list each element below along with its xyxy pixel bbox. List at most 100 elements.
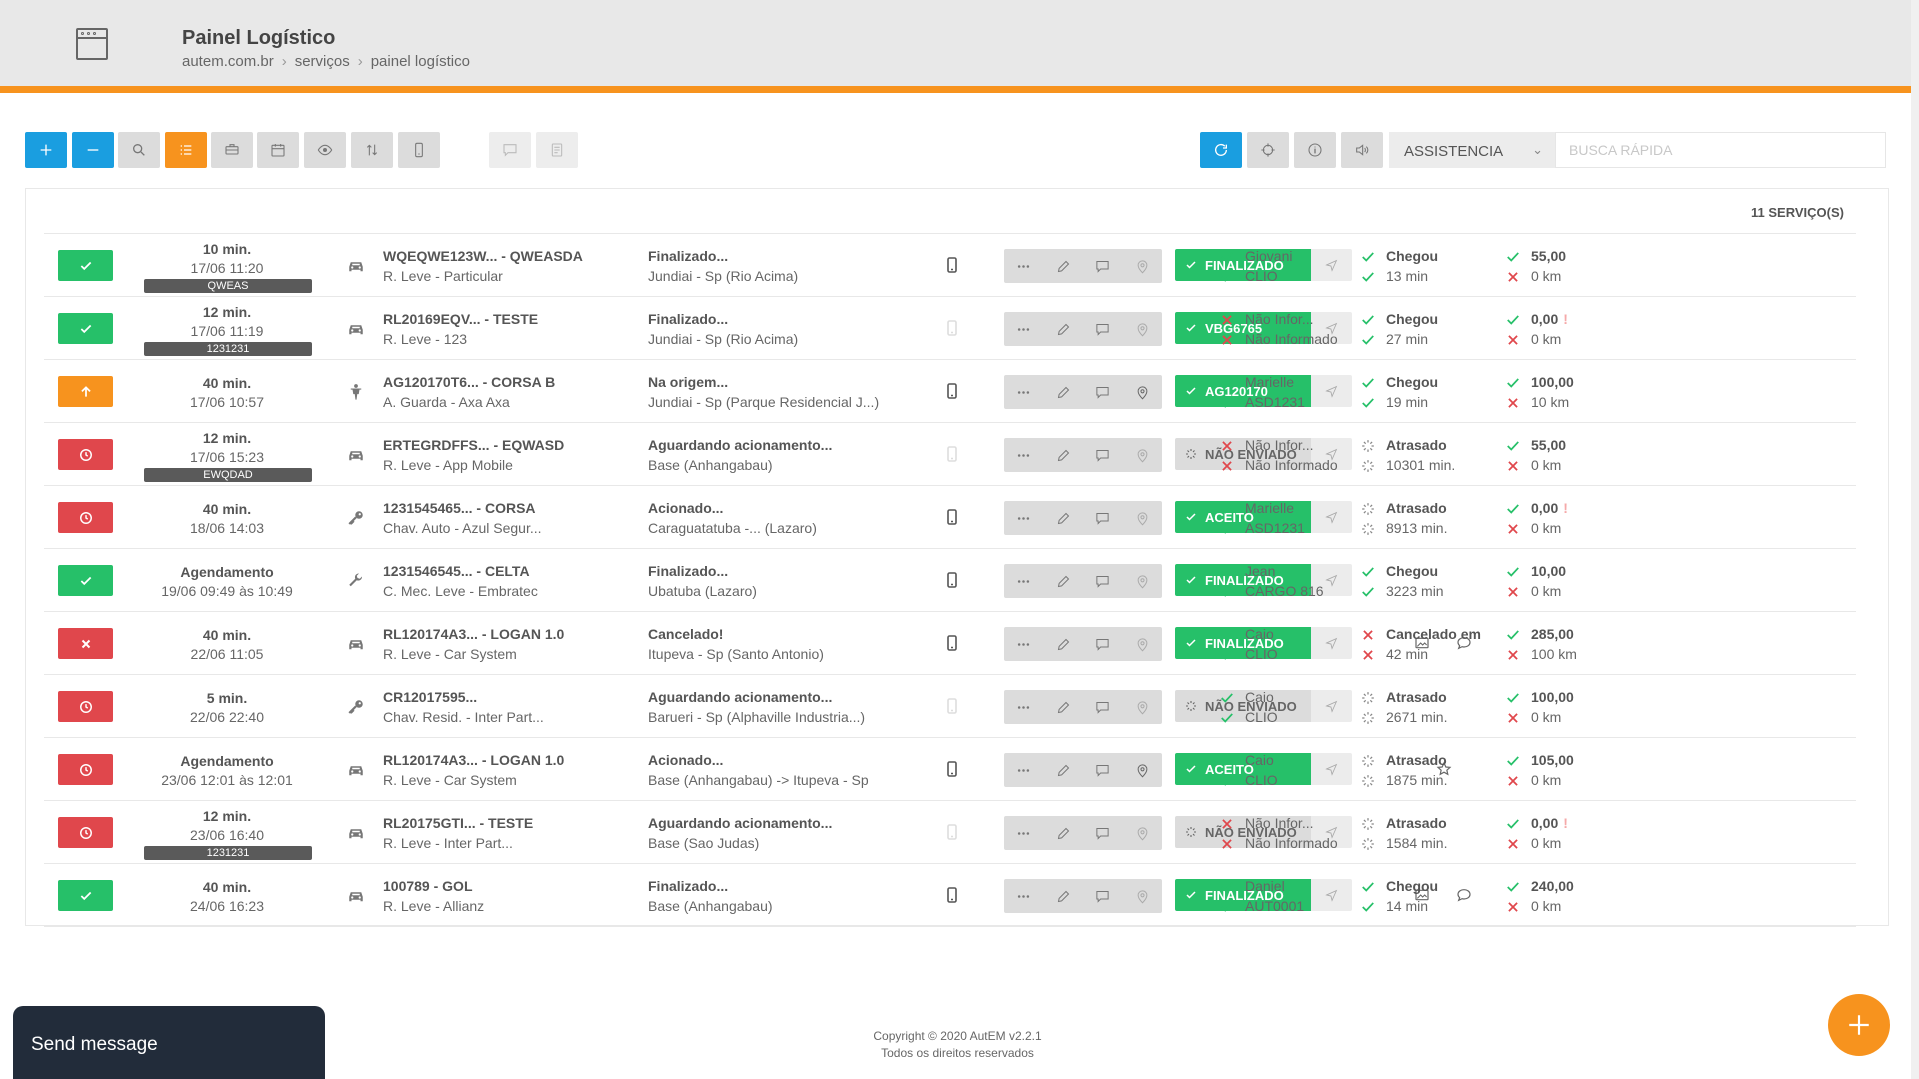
service-row[interactable]: Agendamento 23/06 12:01 às 12:01 RL120174A… bbox=[44, 738, 1856, 801]
breadcrumb-item-services[interactable]: serviços bbox=[294, 53, 350, 70]
chat-icon[interactable] bbox=[1083, 690, 1123, 724]
comment-icon[interactable] bbox=[1456, 887, 1472, 903]
map-pin-icon[interactable] bbox=[1123, 564, 1163, 598]
toolbar-chat-button[interactable] bbox=[489, 132, 531, 168]
service-row[interactable]: 40 min. 17/06 10:57 AG120170T6... - CORSA … bbox=[44, 360, 1856, 423]
more-icon[interactable] bbox=[1004, 375, 1044, 409]
dispatch-status-button[interactable]: NÃO ENVIADO bbox=[1175, 690, 1311, 722]
navigation-button[interactable] bbox=[1311, 438, 1352, 470]
dispatch-status-button[interactable]: FINALIZADO bbox=[1175, 249, 1311, 281]
image-icon[interactable] bbox=[1414, 887, 1430, 903]
service-info[interactable]: AG120170T6... - CORSA B A. Guarda - Axa A… bbox=[383, 372, 633, 412]
toolbar-truck-button[interactable] bbox=[211, 132, 253, 168]
more-icon[interactable] bbox=[1004, 816, 1044, 850]
more-icon[interactable] bbox=[1004, 438, 1044, 472]
add-service-fab[interactable] bbox=[1828, 994, 1890, 1056]
navigation-button[interactable] bbox=[1311, 879, 1352, 911]
more-icon[interactable] bbox=[1004, 564, 1044, 598]
toolbar-calendar-button[interactable] bbox=[257, 132, 299, 168]
category-select[interactable]: ASSISTENCIA ⌄ bbox=[1389, 132, 1555, 168]
map-pin-icon[interactable] bbox=[1123, 438, 1163, 472]
chat-icon[interactable] bbox=[1083, 438, 1123, 472]
dispatch-status-button[interactable]: ACEITO bbox=[1175, 753, 1311, 785]
dispatch-status-button[interactable]: AG120170 bbox=[1175, 375, 1311, 407]
service-status-button[interactable] bbox=[58, 502, 113, 533]
dispatch-status-button[interactable]: VBG6765 bbox=[1175, 312, 1311, 344]
chat-icon[interactable] bbox=[1083, 816, 1123, 850]
image-icon[interactable] bbox=[1414, 635, 1430, 651]
chat-icon[interactable] bbox=[1083, 312, 1123, 346]
more-icon[interactable] bbox=[1004, 312, 1044, 346]
toolbar-eye-button[interactable] bbox=[304, 132, 346, 168]
chat-icon[interactable] bbox=[1083, 879, 1123, 913]
navigation-button[interactable] bbox=[1311, 627, 1352, 659]
map-pin-icon[interactable] bbox=[1123, 753, 1163, 787]
chat-icon[interactable] bbox=[1083, 753, 1123, 787]
more-icon[interactable] bbox=[1004, 879, 1044, 913]
navigation-button[interactable] bbox=[1311, 249, 1352, 281]
map-pin-icon[interactable] bbox=[1123, 249, 1163, 283]
more-icon[interactable] bbox=[1004, 249, 1044, 283]
page-scrollbar[interactable] bbox=[1911, 0, 1919, 1079]
comment-icon[interactable] bbox=[1456, 635, 1472, 651]
edit-icon[interactable] bbox=[1044, 753, 1084, 787]
navigation-button[interactable] bbox=[1311, 564, 1352, 596]
edit-icon[interactable] bbox=[1044, 690, 1084, 724]
service-row[interactable]: 12 min. 17/06 15:23 EWQDAD ERTEGRDFFS... - … bbox=[44, 423, 1856, 486]
edit-icon[interactable] bbox=[1044, 438, 1084, 472]
service-row[interactable]: 10 min. 17/06 11:20 QWEAS WQEQWE123W... - Q… bbox=[44, 234, 1856, 297]
service-info[interactable]: RL20169EQV... - TESTE R. Leve - 123 bbox=[383, 309, 633, 349]
service-info[interactable]: 1231545465... - CORSA Chav. Auto - Azul S… bbox=[383, 498, 633, 538]
service-status-button[interactable] bbox=[58, 817, 113, 848]
service-row[interactable]: 5 min. 22/06 22:40 CR12017595... Chav. Resi… bbox=[44, 675, 1856, 738]
more-icon[interactable] bbox=[1004, 690, 1044, 724]
toolbar-document-button[interactable] bbox=[536, 132, 578, 168]
service-row[interactable]: 40 min. 18/06 14:03 1231545465... - CORSA C… bbox=[44, 486, 1856, 549]
map-pin-icon[interactable] bbox=[1123, 879, 1163, 913]
service-row[interactable]: 40 min. 22/06 11:05 RL120174A3... - LOGAN … bbox=[44, 612, 1856, 675]
service-row[interactable]: 12 min. 17/06 11:19 1231231 RL20169EQV... -… bbox=[44, 297, 1856, 360]
more-icon[interactable] bbox=[1004, 501, 1044, 535]
service-info[interactable]: RL120174A3... - LOGAN 1.0 R. Leve - Car S… bbox=[383, 624, 633, 664]
more-icon[interactable] bbox=[1004, 753, 1044, 787]
toolbar-list-button[interactable] bbox=[165, 132, 207, 168]
navigation-button[interactable] bbox=[1311, 312, 1352, 344]
breadcrumb-item-home[interactable]: autem.com.br bbox=[182, 53, 274, 70]
chat-icon[interactable] bbox=[1083, 501, 1123, 535]
service-info[interactable]: ERTEGRDFFS... - EQWASD R. Leve - App Mobi… bbox=[383, 435, 633, 475]
service-status-button[interactable] bbox=[58, 880, 113, 911]
edit-icon[interactable] bbox=[1044, 564, 1084, 598]
service-status-button[interactable] bbox=[58, 691, 113, 722]
toolbar-volume-button[interactable] bbox=[1341, 132, 1383, 168]
map-pin-icon[interactable] bbox=[1123, 501, 1163, 535]
chat-icon[interactable] bbox=[1083, 375, 1123, 409]
quick-search-input[interactable] bbox=[1555, 132, 1886, 168]
dispatch-status-button[interactable]: FINALIZADO bbox=[1175, 564, 1311, 596]
chat-icon[interactable] bbox=[1083, 627, 1123, 661]
dispatch-status-button[interactable]: FINALIZADO bbox=[1175, 879, 1311, 911]
edit-icon[interactable] bbox=[1044, 312, 1084, 346]
navigation-button[interactable] bbox=[1311, 690, 1352, 722]
dispatch-status-button[interactable]: NÃO ENVIADO bbox=[1175, 816, 1311, 848]
edit-icon[interactable] bbox=[1044, 501, 1084, 535]
service-status-button[interactable] bbox=[58, 313, 113, 344]
navigation-button[interactable] bbox=[1311, 501, 1352, 533]
service-info[interactable]: RL20175GTI... - TESTE R. Leve - Inter Par… bbox=[383, 813, 633, 853]
chat-icon[interactable] bbox=[1083, 249, 1123, 283]
map-pin-icon[interactable] bbox=[1123, 312, 1163, 346]
map-pin-icon[interactable] bbox=[1123, 816, 1163, 850]
toolbar-crosshair-button[interactable] bbox=[1247, 132, 1289, 168]
navigation-button[interactable] bbox=[1311, 816, 1352, 848]
service-status-button[interactable] bbox=[58, 565, 113, 596]
service-info[interactable]: RL120174A3... - LOGAN 1.0 R. Leve - Car S… bbox=[383, 750, 633, 790]
service-status-button[interactable] bbox=[58, 250, 113, 281]
service-row[interactable]: Agendamento 19/06 09:49 às 10:49 123154654… bbox=[44, 549, 1856, 612]
edit-icon[interactable] bbox=[1044, 879, 1084, 913]
service-row[interactable]: 40 min. 24/06 16:23 100789 - GOL R. Leve - … bbox=[44, 864, 1856, 927]
dispatch-status-button[interactable]: NÃO ENVIADO bbox=[1175, 438, 1311, 470]
map-pin-icon[interactable] bbox=[1123, 627, 1163, 661]
edit-icon[interactable] bbox=[1044, 627, 1084, 661]
dispatch-status-button[interactable]: FINALIZADO bbox=[1175, 627, 1311, 659]
edit-icon[interactable] bbox=[1044, 249, 1084, 283]
navigation-button[interactable] bbox=[1311, 753, 1352, 785]
